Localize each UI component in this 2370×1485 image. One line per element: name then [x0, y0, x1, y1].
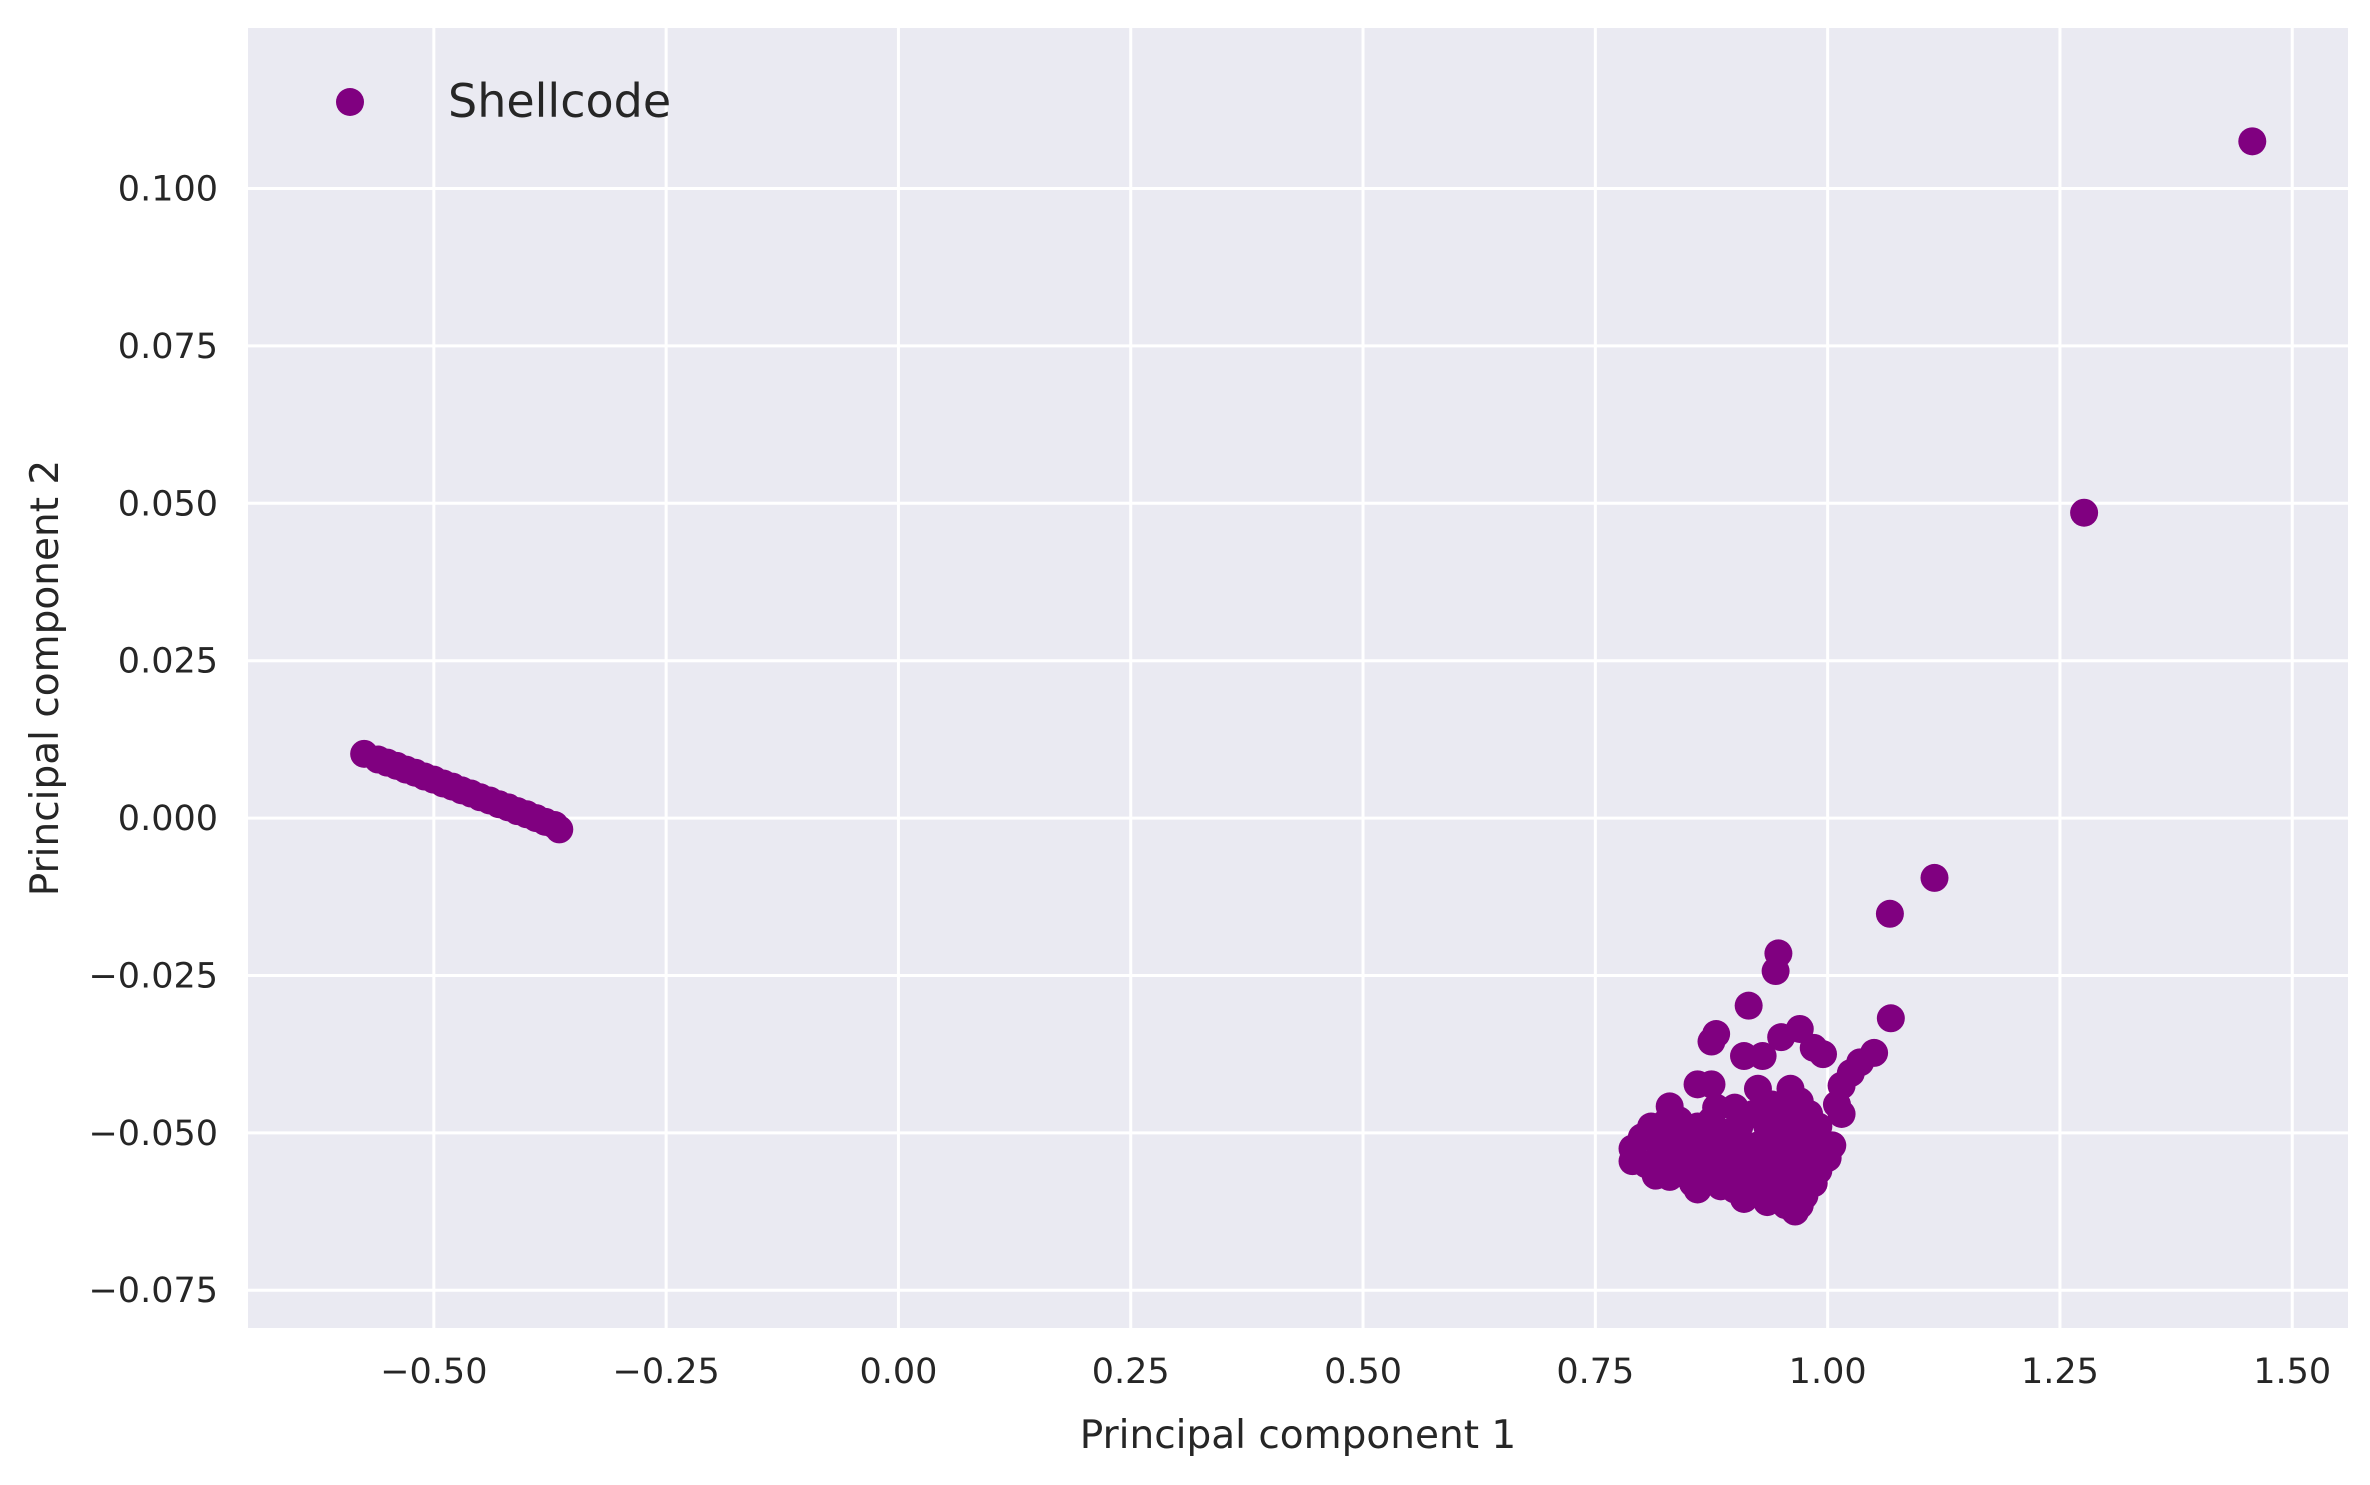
data-point — [1734, 991, 1763, 1020]
data-point — [1827, 1099, 1856, 1128]
data-point — [1920, 863, 1949, 892]
y-tick-label: 0.025 — [118, 642, 218, 682]
data-point — [1697, 1070, 1726, 1099]
y-tick-label: −0.025 — [88, 956, 218, 996]
data-point — [1697, 1027, 1726, 1056]
data-point — [1876, 1004, 1905, 1033]
legend-marker — [336, 88, 364, 116]
scatter-points — [350, 127, 2267, 1226]
x-tick-label: 0.25 — [1092, 1352, 1170, 1392]
data-point — [1875, 899, 1904, 928]
data-point — [1692, 1162, 1721, 1191]
data-point — [545, 815, 574, 844]
data-point — [1767, 1023, 1796, 1052]
x-tick-label: −0.25 — [613, 1352, 720, 1392]
x-tick-label: 1.50 — [2253, 1352, 2331, 1392]
x-tick-label: 1.00 — [1789, 1352, 1867, 1392]
data-point — [1781, 1181, 1810, 1210]
data-point — [1809, 1040, 1837, 1069]
data-point — [1641, 1118, 1670, 1147]
data-point — [1757, 1090, 1786, 1119]
x-tick-label: 0.00 — [859, 1352, 937, 1392]
legend: Shellcode — [336, 74, 671, 128]
data-point — [2238, 127, 2267, 156]
x-tick-labels: −0.50 −0.25 0.00 0.25 0.50 0.75 1.00 1.25 1.50 — [380, 1352, 2331, 1392]
y-tick-label: −0.050 — [88, 1114, 218, 1154]
y-tick-label: 0.000 — [118, 799, 218, 839]
x-tick-label: 0.50 — [1324, 1352, 1402, 1392]
data-point — [2070, 498, 2099, 527]
data-point — [1753, 1188, 1782, 1217]
plot-area — [248, 28, 2348, 1328]
x-axis-label: Principal component 1 — [1080, 1413, 1516, 1458]
data-point — [1702, 1093, 1731, 1122]
legend-label: Shellcode — [448, 74, 671, 128]
data-point — [1748, 1042, 1777, 1071]
data-point — [1761, 957, 1790, 986]
grid-lines — [248, 28, 2348, 1328]
y-tick-label: 0.075 — [118, 327, 218, 367]
data-point — [1776, 1106, 1805, 1135]
y-tick-labels: 0.100 0.075 0.050 0.025 0.000 −0.025 −0.050 −0.… — [88, 170, 218, 1312]
data-point — [1664, 1106, 1693, 1135]
y-axis-label: Principal component 2 — [23, 460, 68, 896]
x-tick-label: −0.50 — [380, 1352, 487, 1392]
y-tick-label: 0.100 — [118, 170, 218, 210]
x-tick-label: 0.75 — [1556, 1352, 1634, 1392]
y-tick-label: −0.075 — [88, 1271, 218, 1311]
x-tick-label: 1.25 — [2021, 1352, 2099, 1392]
y-tick-label: 0.050 — [118, 484, 218, 524]
